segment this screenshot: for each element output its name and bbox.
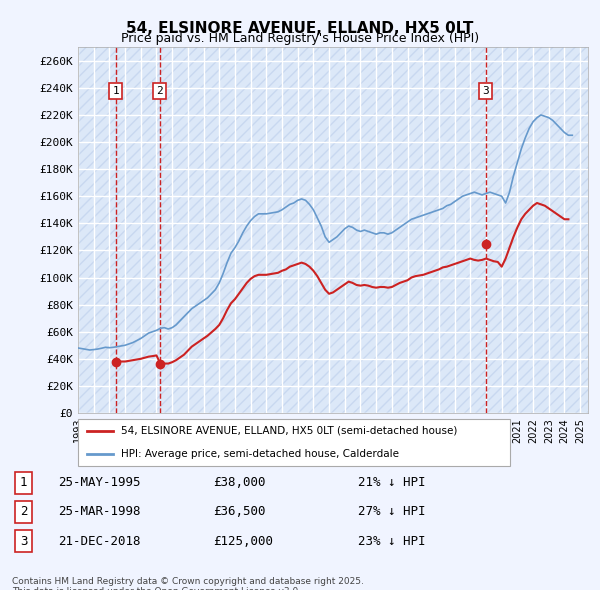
Text: 25-MAR-1998: 25-MAR-1998 xyxy=(58,506,140,519)
Text: 25-MAY-1995: 25-MAY-1995 xyxy=(58,476,140,489)
Text: 2: 2 xyxy=(20,506,27,519)
Text: Price paid vs. HM Land Registry's House Price Index (HPI): Price paid vs. HM Land Registry's House … xyxy=(121,32,479,45)
Text: £125,000: £125,000 xyxy=(214,535,274,548)
Text: £38,000: £38,000 xyxy=(214,476,266,489)
Text: Contains HM Land Registry data © Crown copyright and database right 2025.
This d: Contains HM Land Registry data © Crown c… xyxy=(12,577,364,590)
Text: £36,500: £36,500 xyxy=(214,506,266,519)
Text: 3: 3 xyxy=(482,86,489,96)
Text: 1: 1 xyxy=(112,86,119,96)
Text: 1: 1 xyxy=(20,476,27,489)
Text: 23% ↓ HPI: 23% ↓ HPI xyxy=(358,535,425,548)
Text: 21-DEC-2018: 21-DEC-2018 xyxy=(58,535,140,548)
FancyBboxPatch shape xyxy=(78,419,510,466)
Text: 27% ↓ HPI: 27% ↓ HPI xyxy=(358,506,425,519)
Text: 3: 3 xyxy=(20,535,27,548)
Text: 54, ELSINORE AVENUE, ELLAND, HX5 0LT (semi-detached house): 54, ELSINORE AVENUE, ELLAND, HX5 0LT (se… xyxy=(121,426,458,435)
Text: 21% ↓ HPI: 21% ↓ HPI xyxy=(358,476,425,489)
Text: HPI: Average price, semi-detached house, Calderdale: HPI: Average price, semi-detached house,… xyxy=(121,450,399,459)
Text: 54, ELSINORE AVENUE, ELLAND, HX5 0LT: 54, ELSINORE AVENUE, ELLAND, HX5 0LT xyxy=(127,21,473,35)
Text: 2: 2 xyxy=(156,86,163,96)
